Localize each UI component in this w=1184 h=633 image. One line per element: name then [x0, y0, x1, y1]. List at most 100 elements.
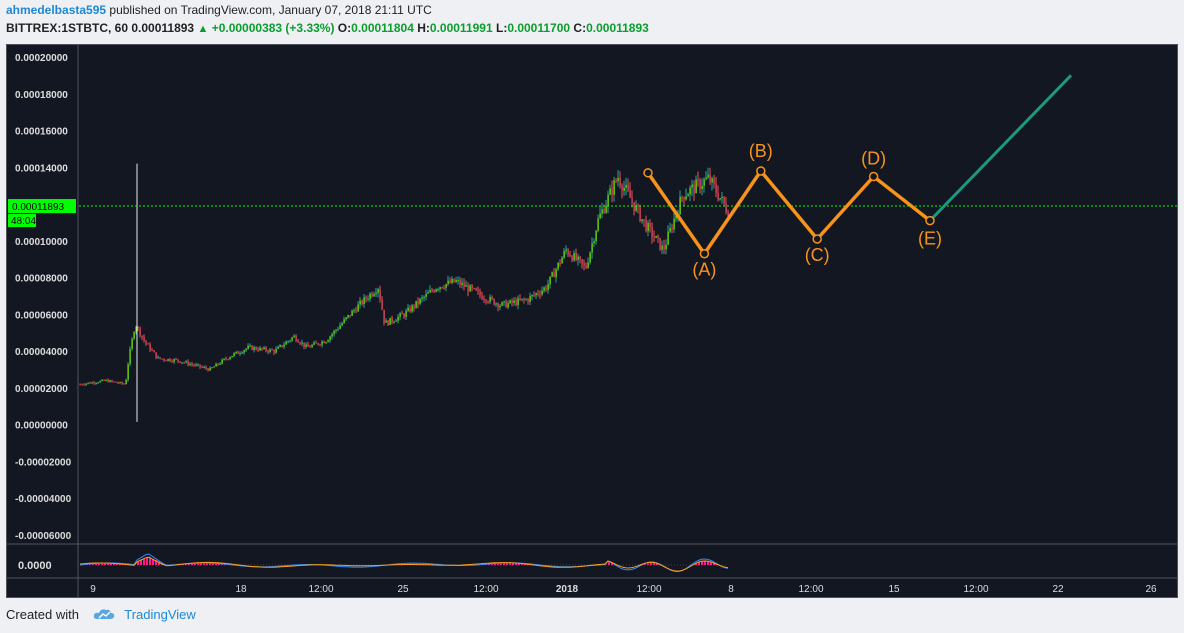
candle-body	[263, 347, 265, 350]
elliott-wave-drawing[interactable]: (A) (B) (C) (D) (E)	[643, 74, 1073, 280]
signal-line	[79, 556, 729, 572]
time-tick-label: 2018	[556, 584, 579, 595]
candle-body	[195, 364, 197, 366]
candle-body	[617, 177, 619, 182]
candle-body	[357, 304, 359, 312]
candle-body	[97, 382, 99, 384]
candle-body	[569, 254, 571, 257]
candle-body	[227, 359, 229, 361]
candle-body	[515, 300, 517, 306]
histogram-bar	[116, 563, 118, 565]
histogram-bar	[197, 563, 199, 565]
candle-body	[591, 243, 593, 253]
countdown-text: 48:04	[11, 216, 36, 227]
candle-body	[173, 359, 175, 362]
histogram-bar	[713, 562, 715, 565]
author-link[interactable]: ahmedelbasta595	[6, 3, 107, 17]
candle-body	[665, 244, 667, 250]
candle-body	[133, 332, 135, 339]
candle-body	[495, 303, 497, 305]
candle-body	[333, 330, 335, 335]
candle-body	[455, 280, 457, 282]
wave-point[interactable]	[756, 166, 766, 176]
price-chart[interactable]: 0.00020000 0.00018000 0.00016000 0.00014000…	[6, 44, 1178, 598]
histogram-bar	[188, 564, 190, 565]
candle-body	[529, 296, 531, 302]
chart-frame	[6, 44, 1178, 598]
candle-body	[403, 314, 405, 317]
wave-label: (D)	[861, 149, 886, 169]
candle-body	[705, 177, 707, 180]
time-tick-label: 12:00	[798, 584, 823, 595]
wave-path[interactable]	[646, 169, 932, 256]
candle-body	[113, 381, 115, 383]
candle-body	[651, 226, 653, 237]
candle-body	[719, 198, 721, 200]
candle-body	[557, 262, 559, 270]
candle-body	[341, 323, 343, 326]
histogram-bar	[497, 563, 499, 565]
close-value: 0.00011893	[586, 21, 649, 35]
time-tick-label: 12:00	[963, 584, 988, 595]
candle-body	[513, 300, 515, 303]
candle-body	[559, 262, 561, 264]
time-tick-label: 26	[1145, 584, 1157, 595]
candles	[79, 163, 729, 422]
candle-body	[473, 288, 475, 290]
candle-body	[143, 336, 145, 341]
candle-body	[695, 179, 697, 194]
candle-body	[153, 350, 155, 353]
candle-body	[411, 305, 413, 312]
time-tick-label: 12:00	[308, 584, 333, 595]
wave-point[interactable]	[643, 168, 653, 178]
candle-body	[231, 355, 233, 358]
candle-body	[291, 337, 293, 341]
candle-body	[99, 380, 101, 383]
histogram-bar	[113, 563, 115, 565]
candle-body	[203, 367, 205, 369]
candle-body	[435, 289, 437, 292]
wave-point[interactable]	[868, 171, 879, 182]
candle-body	[715, 183, 717, 193]
candle-body	[563, 251, 565, 258]
candle-body	[399, 313, 401, 317]
candle-body	[331, 334, 333, 337]
histogram-bar	[152, 558, 154, 565]
histogram-bar	[218, 563, 220, 565]
wave-point[interactable]	[812, 234, 822, 244]
candle-body	[107, 379, 109, 383]
candle-body	[209, 367, 211, 371]
up-arrow-icon: ▲	[197, 23, 209, 35]
candle-body	[475, 288, 477, 291]
candle-body	[215, 363, 217, 367]
tradingview-link[interactable]: TradingView	[124, 607, 196, 622]
candle-body	[725, 203, 727, 213]
candle-body	[623, 187, 625, 191]
wave-point[interactable]	[699, 248, 710, 259]
histogram-bar	[512, 563, 514, 565]
candle-body	[147, 343, 149, 345]
candle-body	[149, 344, 151, 351]
candle-body	[345, 317, 347, 320]
projection-line[interactable]	[928, 74, 1073, 222]
candle-body	[285, 341, 287, 345]
candle-body	[419, 298, 421, 304]
candle-body	[631, 197, 633, 203]
candle-body	[299, 342, 301, 344]
high-value: 0.00011991	[429, 21, 493, 35]
candle-body	[351, 310, 353, 316]
histogram-bar	[98, 563, 100, 565]
candle-body	[283, 344, 285, 347]
candle-body	[525, 299, 527, 301]
last-price: 0.00011893	[131, 21, 195, 35]
histogram-bar	[158, 561, 160, 565]
candle-body	[361, 300, 363, 305]
candle-body	[505, 301, 507, 308]
candle-body	[191, 363, 193, 365]
wave-point[interactable]	[925, 215, 935, 226]
price-tick-label: 0.00018000	[15, 90, 68, 101]
candle-body	[635, 205, 637, 211]
candle-body	[611, 188, 613, 195]
time-tick-label: 22	[1052, 584, 1064, 595]
candle-body	[117, 382, 119, 384]
